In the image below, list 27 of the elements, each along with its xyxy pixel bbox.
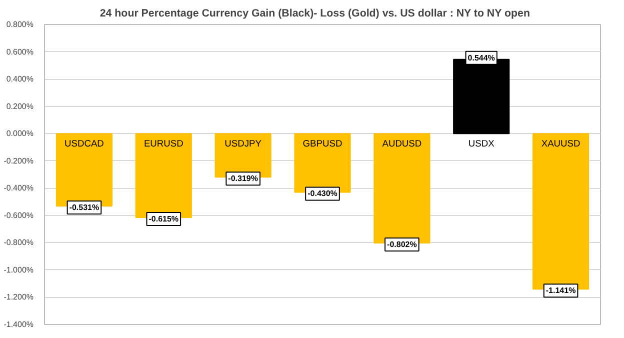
data-label: -0.615%	[148, 214, 179, 224]
x-tick-label: USDCAD	[64, 138, 104, 149]
data-label: 0.544%	[468, 53, 495, 62]
y-tick-label: 0.400%	[6, 74, 34, 84]
y-tick-label: -0.800%	[4, 238, 34, 248]
chart-title: 24 hour Percentage Currency Gain (Black)- Loss (Gold) vs. US dollar : NY to NY open	[100, 8, 530, 20]
y-tick-label: -1.000%	[4, 265, 34, 274]
data-label: -0.802%	[387, 240, 417, 249]
x-tick-label: EURUSD	[144, 138, 184, 149]
y-tick-label: 0.800%	[6, 20, 34, 29]
x-tick-label: USDJPY	[224, 138, 262, 149]
data-label: -1.141%	[546, 286, 576, 296]
x-tick-label: GBPUSD	[302, 138, 342, 149]
data-label: -0.319%	[228, 174, 258, 184]
data-label: -0.430%	[308, 189, 338, 198]
y-tick-label: 0.600%	[6, 47, 34, 56]
x-tick-label: XAUUSD	[541, 138, 580, 149]
y-tick-label: -0.600%	[4, 210, 34, 220]
y-tick-label: -0.400%	[4, 184, 34, 193]
data-label: -0.531%	[69, 203, 100, 212]
y-tick-label: 0.200%	[6, 102, 34, 111]
y-tick-label: -0.200%	[4, 156, 34, 166]
x-tick-label: AUDUSD	[382, 138, 422, 149]
x-tick-label: USDX	[468, 138, 496, 149]
y-tick-label: -1.200%	[4, 292, 34, 302]
y-tick-label: -1.400%	[4, 320, 34, 329]
y-tick-label: 0.000%	[6, 129, 34, 138]
